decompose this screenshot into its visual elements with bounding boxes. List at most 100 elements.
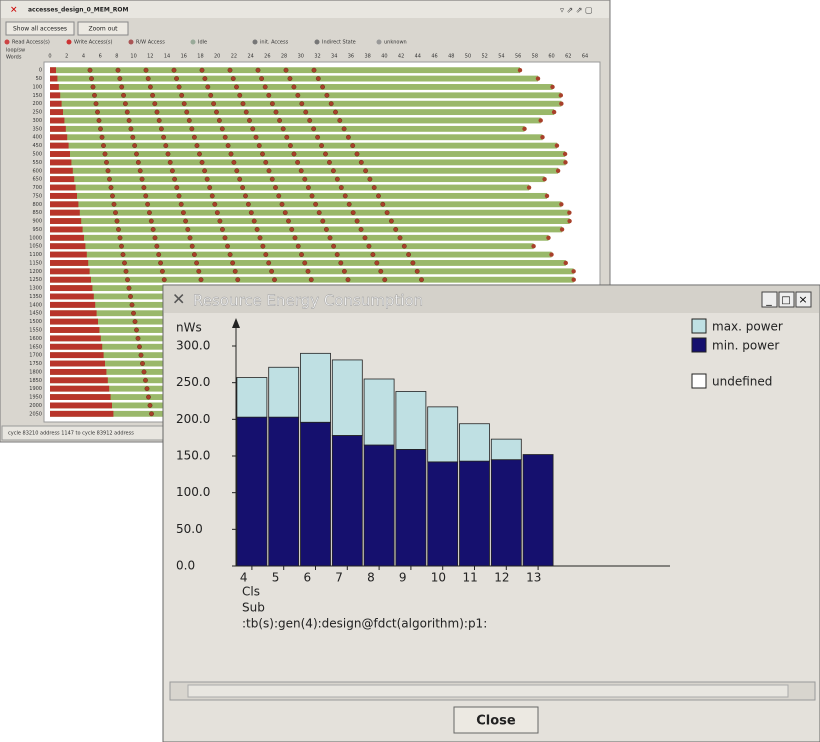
access-dot — [276, 193, 282, 199]
x-tick-label: 6 — [304, 571, 312, 585]
access-dot — [231, 159, 237, 165]
column-label: 32 — [314, 54, 320, 60]
x-tick-label: 7 — [335, 571, 343, 585]
row-label: 1300 — [29, 286, 42, 292]
access-dot — [334, 252, 340, 257]
access-dot — [266, 168, 272, 174]
column-label: 40 — [381, 54, 387, 60]
access-dot — [185, 227, 191, 232]
access-dot — [237, 92, 243, 98]
button[interactable] — [5, 21, 75, 36]
row-label: 1650 — [29, 344, 42, 350]
access-bar — [50, 184, 530, 191]
access-dot — [567, 218, 572, 224]
column-label: 46 — [431, 54, 437, 60]
access-dot — [117, 235, 123, 241]
access-dot — [388, 218, 394, 224]
access-dot — [292, 235, 298, 241]
access-dot — [101, 143, 106, 149]
column-label: 36 — [348, 54, 354, 60]
x-tick-label: 13 — [526, 571, 541, 585]
row-label: 200 — [32, 101, 42, 107]
access-dot — [558, 93, 564, 98]
access-dot — [311, 67, 317, 73]
minimize-icon[interactable]: _ — [765, 293, 772, 306]
scrollbar-thumb[interactable] — [187, 684, 789, 698]
access-dot — [93, 101, 99, 107]
row-label: 1150 — [29, 260, 42, 266]
close-button[interactable] — [453, 706, 539, 734]
access-dot — [269, 176, 275, 182]
access-dot — [99, 134, 105, 140]
close-window-button[interactable] — [795, 291, 812, 308]
window-controls[interactable]: ▿ ⇗ ⇗ ▢ — [560, 6, 593, 15]
access-dot — [240, 185, 246, 190]
access-dot — [222, 235, 228, 241]
column-label: 8 — [115, 54, 118, 60]
column-label: 14 — [164, 54, 170, 60]
legend-label: Indirect State — [322, 40, 356, 46]
row-label: 1550 — [29, 328, 42, 334]
access-dot — [144, 386, 150, 392]
access-dot — [126, 285, 132, 291]
maximize-icon[interactable]: □ — [781, 295, 790, 306]
close-button-label[interactable]: Close — [476, 714, 516, 729]
access-dot — [243, 193, 248, 199]
title-bar — [164, 286, 819, 313]
access-dot — [350, 210, 356, 216]
row-label: 600 — [32, 168, 42, 174]
access-dot — [319, 143, 324, 149]
row-label: 550 — [32, 160, 42, 166]
access-dot — [414, 268, 420, 274]
access-dot — [202, 76, 208, 81]
column-label: 44 — [415, 54, 421, 60]
access-bar — [50, 243, 534, 250]
access-dot — [245, 201, 251, 207]
access-dot — [134, 327, 139, 333]
access-dot — [176, 193, 182, 199]
row-label: 1850 — [29, 378, 42, 384]
access-dot — [302, 260, 308, 266]
access-dot — [299, 101, 305, 107]
access-dot — [284, 134, 290, 140]
access-dot — [283, 67, 289, 73]
access-dot — [148, 218, 154, 224]
access-write — [50, 318, 98, 325]
row-label: 300 — [32, 118, 42, 124]
access-write — [50, 218, 82, 224]
access-dot — [544, 193, 550, 199]
access-write — [50, 184, 76, 191]
access-dot — [367, 176, 373, 182]
access-bar — [50, 84, 553, 90]
access-bar — [50, 92, 561, 99]
close-icon[interactable]: × — [798, 293, 807, 306]
access-dot — [212, 201, 218, 207]
access-dot — [135, 159, 141, 165]
button-label[interactable]: Zoom out — [88, 26, 118, 33]
access-dot — [179, 92, 185, 98]
access-dot — [531, 243, 536, 249]
row-label: 1050 — [29, 244, 42, 250]
access-write — [50, 285, 93, 292]
window-icon: ✕ — [10, 6, 18, 16]
maximize-button[interactable] — [778, 291, 795, 308]
access-dot — [371, 185, 377, 190]
access-write — [50, 125, 66, 132]
access-dot — [253, 134, 259, 140]
access-dot — [289, 227, 295, 232]
column-label: 2 — [65, 54, 68, 60]
access-dot — [204, 176, 210, 182]
button[interactable] — [77, 21, 129, 36]
access-dot — [117, 76, 123, 81]
access-dot — [559, 227, 565, 232]
access-dot — [191, 252, 197, 257]
button-label[interactable]: Show all accesses — [13, 26, 67, 33]
minimize-button[interactable] — [761, 291, 778, 308]
access-dot — [366, 243, 372, 249]
access-dot — [105, 168, 111, 174]
access-dot — [538, 118, 543, 123]
access-dot — [208, 92, 214, 98]
row-label: 1950 — [29, 395, 42, 401]
access-dot — [551, 109, 557, 115]
